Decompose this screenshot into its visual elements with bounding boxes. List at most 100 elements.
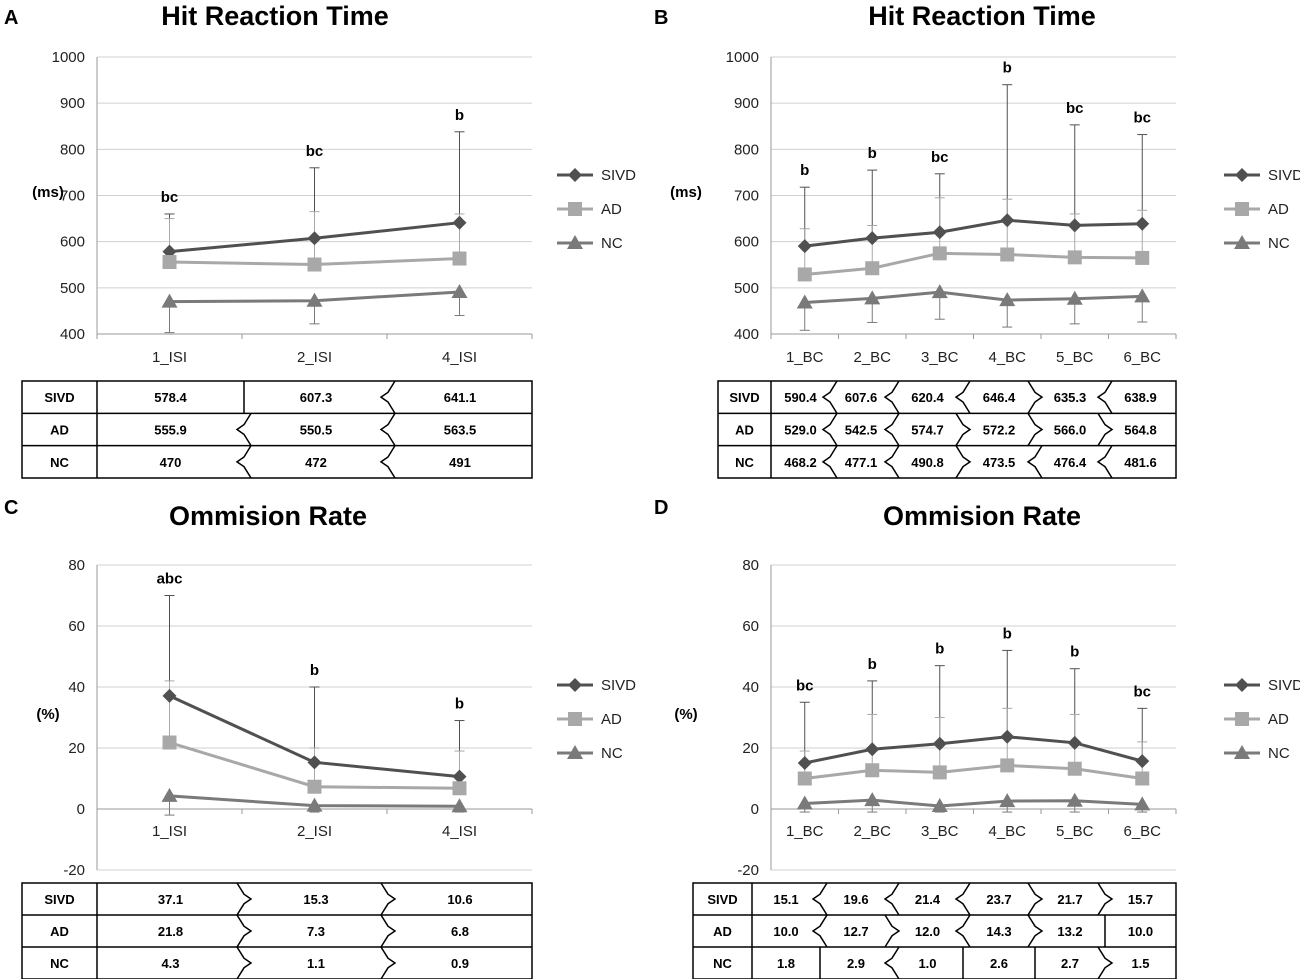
y-axis-label: (ms) — [32, 184, 64, 201]
table-cell: 470 — [160, 455, 182, 470]
panel-label: B — [654, 7, 668, 29]
legend-marker-nc — [1234, 235, 1250, 249]
legend-label-nc: NC — [1268, 745, 1290, 762]
comparison-greater-than — [1027, 882, 1044, 916]
data-point-nc — [1066, 290, 1083, 305]
comparison-greater-than — [1097, 882, 1114, 916]
x-tick-label: 4_ISI — [442, 823, 477, 840]
table-cell: 481.6 — [1124, 455, 1157, 470]
table-cell: 578.4 — [154, 390, 187, 405]
significance-label: bc — [931, 149, 949, 166]
table-cell: 37.1 — [158, 892, 183, 907]
comparison-less-than — [821, 445, 838, 479]
data-point-sivd — [797, 755, 812, 770]
data-point-ad — [452, 781, 467, 796]
x-tick-label: 4_BC — [988, 823, 1026, 840]
y-tick-label: 40 — [68, 679, 85, 696]
table-cell: 21.4 — [915, 892, 941, 907]
table-cell: 491 — [449, 455, 471, 470]
data-point-ad — [162, 255, 177, 270]
legend-label-ad: AD — [1268, 201, 1289, 218]
data-point-sivd — [932, 225, 947, 240]
data-point-nc — [999, 793, 1016, 808]
x-tick-label: 1_ISI — [152, 349, 187, 366]
comparison-less-than — [821, 412, 838, 447]
table-cell: 472 — [305, 455, 327, 470]
comparison-greater-than — [884, 914, 901, 948]
data-point-nc — [161, 787, 178, 802]
table-cell: 607.6 — [845, 390, 878, 405]
comparison-less-than — [235, 412, 252, 447]
table-cell: 1.8 — [777, 956, 795, 971]
significance-label: b — [1003, 625, 1012, 642]
data-point-nc — [1066, 792, 1083, 807]
panel-a: A Hit Reaction Time 400 500 600 700 800 900 1000… — [0, 0, 650, 489]
data-point-ad — [932, 246, 947, 261]
data-point-sivd — [1067, 735, 1082, 750]
legend-label-nc: NC — [601, 235, 623, 252]
comparison-less-than — [811, 882, 828, 916]
series-line-nc — [804, 798, 1143, 808]
legend-marker-ad — [1235, 202, 1249, 216]
table-cell: 555.9 — [154, 423, 187, 438]
significance-label: b — [868, 656, 877, 673]
comparison-less-than — [379, 380, 396, 414]
x-tick-label: 1_BC — [786, 349, 824, 366]
data-point-nc — [999, 292, 1016, 307]
comparison-greater-than — [380, 946, 397, 979]
significance-label: bc — [1066, 100, 1084, 117]
table-cell: 635.3 — [1054, 390, 1087, 405]
series-line-sivd — [804, 218, 1143, 248]
data-point-sivd — [1000, 729, 1015, 744]
data-point-ad — [932, 765, 947, 780]
table-cell: 13.2 — [1057, 924, 1082, 939]
table-cell: 638.9 — [1124, 390, 1157, 405]
y-tick-label: -20 — [63, 862, 85, 879]
panel-label: A — [4, 7, 18, 29]
table-cell: 490.8 — [911, 455, 944, 470]
data-point-nc — [864, 792, 881, 807]
legend-marker-sivd — [568, 678, 582, 692]
data-point-ad — [797, 771, 812, 786]
data-point-nc — [796, 795, 813, 810]
table-row-label: NC — [735, 455, 754, 470]
panel-b: B Hit Reaction Time 400 500 600 700 800 900 1000… — [650, 0, 1300, 489]
data-point-sivd — [865, 742, 880, 757]
comparison-less-than — [1096, 380, 1113, 414]
data-point-ad — [865, 763, 880, 778]
table-cell: 550.5 — [300, 423, 333, 438]
x-tick-label: 1_ISI — [152, 823, 187, 840]
significance-label: b — [868, 145, 877, 162]
table-cell: 542.5 — [845, 423, 878, 438]
table-cell: 1.0 — [918, 956, 936, 971]
data-point-ad — [865, 261, 880, 276]
table-cell: 607.3 — [300, 390, 333, 405]
table-cell: 19.6 — [843, 892, 868, 907]
y-tick-label: 60 — [742, 618, 759, 635]
y-axis-label: (ms) — [670, 184, 702, 201]
x-tick-label: 2_ISI — [297, 823, 332, 840]
y-tick-label: 700 — [734, 188, 759, 205]
data-point-nc — [1134, 288, 1151, 303]
panel-d: D Ommision Rate -20 0 20 40 60 80 1_BC 2_BC 3_BC 4_… — [650, 490, 1300, 979]
table-cell: 641.1 — [444, 390, 477, 405]
series-line-sivd — [804, 735, 1143, 765]
comparison-less-than — [379, 445, 396, 479]
legend-marker-sivd — [1235, 168, 1249, 182]
legend-label-sivd: SIVD — [1268, 677, 1300, 694]
table-row-label: AD — [713, 924, 732, 939]
table-row-label: SIVD — [44, 390, 74, 405]
significance-label: bc — [1133, 110, 1151, 127]
comparison-less-than — [954, 380, 971, 414]
y-tick-label: 0 — [751, 801, 759, 818]
table-cell: 10.0 — [1128, 924, 1153, 939]
table-cell: 529.0 — [784, 423, 817, 438]
comparison-greater-than — [1027, 914, 1044, 948]
table-row-label: AD — [50, 423, 69, 438]
y-tick-label: 1000 — [52, 49, 85, 66]
series-line-ad — [804, 251, 1143, 276]
table-cell: 473.5 — [983, 455, 1016, 470]
significance-label: b — [1070, 644, 1079, 661]
table-cell: 21.8 — [158, 924, 183, 939]
x-tick-label: 5_BC — [1056, 823, 1094, 840]
